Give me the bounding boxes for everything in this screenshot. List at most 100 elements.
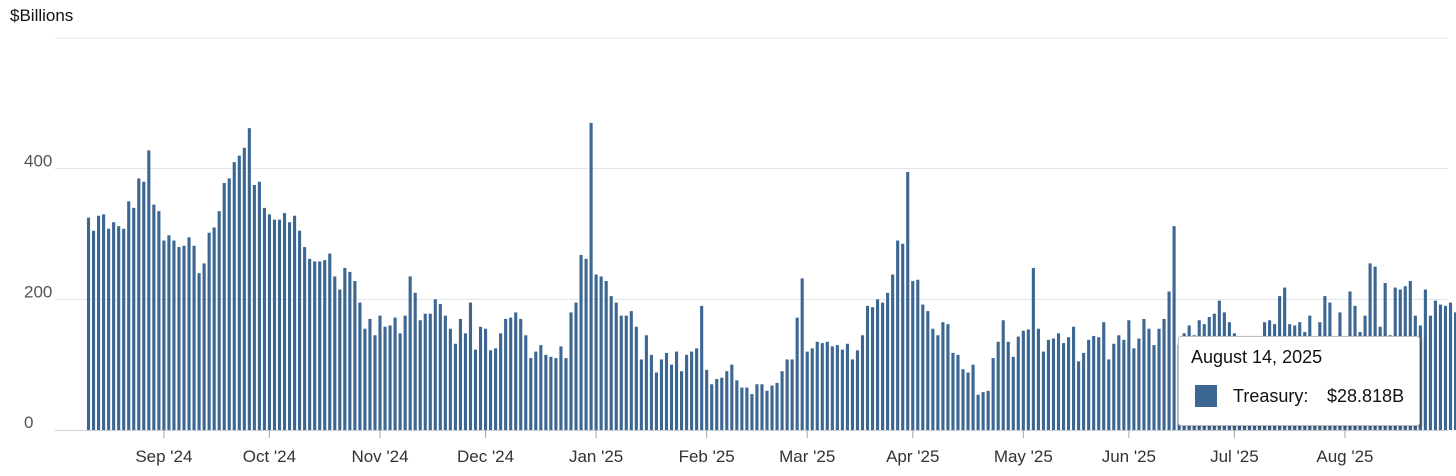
bar xyxy=(941,322,945,430)
bar xyxy=(423,313,427,430)
bar xyxy=(494,348,498,430)
bar xyxy=(765,390,769,430)
bar xyxy=(353,281,357,430)
bar xyxy=(881,302,885,430)
bar xyxy=(403,315,407,430)
bar xyxy=(1157,328,1161,430)
bar xyxy=(287,222,292,430)
bar xyxy=(1082,352,1086,430)
bar xyxy=(790,359,794,430)
bar xyxy=(328,253,332,430)
bar xyxy=(182,245,186,430)
bar xyxy=(1433,300,1437,430)
bar xyxy=(368,318,372,430)
bar xyxy=(1142,318,1146,430)
bar xyxy=(820,343,824,430)
bar xyxy=(473,349,478,430)
bar xyxy=(976,394,980,430)
bar xyxy=(147,150,151,430)
bar xyxy=(720,377,724,430)
bar xyxy=(358,302,362,430)
bar xyxy=(815,341,819,430)
bar xyxy=(172,240,176,430)
bar xyxy=(202,263,206,430)
bar xyxy=(272,219,277,430)
bar xyxy=(685,354,689,430)
tooltip-date: August 14, 2025 xyxy=(1191,347,1323,367)
x-tick-label: Mar '25 xyxy=(779,447,835,466)
bar xyxy=(800,278,804,430)
bar xyxy=(906,171,910,430)
bar xyxy=(1448,302,1453,430)
bar xyxy=(1006,341,1010,430)
bar xyxy=(896,240,900,430)
bar xyxy=(398,333,402,430)
x-tick-label: Sep '24 xyxy=(135,447,192,466)
bar xyxy=(835,345,839,430)
bar xyxy=(308,258,312,430)
bar xyxy=(1152,345,1156,430)
bar xyxy=(519,318,523,430)
bar xyxy=(443,315,447,430)
bar xyxy=(137,178,141,430)
bar xyxy=(1001,320,1005,430)
x-tick-label: Nov '24 xyxy=(351,447,408,466)
x-tick-label: Aug '25 xyxy=(1316,447,1373,466)
bar xyxy=(167,235,171,430)
bar xyxy=(242,147,246,430)
bar xyxy=(805,351,809,430)
y-tick-label: 200 xyxy=(24,282,52,301)
tooltip-series-name: Treasury: xyxy=(1233,386,1309,406)
bar xyxy=(1162,318,1166,430)
bar xyxy=(654,372,658,430)
bar xyxy=(780,371,784,430)
x-tick-label: Jul '25 xyxy=(1210,447,1259,466)
bar xyxy=(232,162,236,430)
bar xyxy=(453,343,457,430)
bar xyxy=(840,349,844,430)
bar xyxy=(599,276,603,430)
bar xyxy=(850,359,854,430)
bar xyxy=(112,222,116,430)
bar xyxy=(217,211,221,430)
bar xyxy=(1428,315,1432,430)
bar xyxy=(323,260,327,430)
bar xyxy=(830,346,834,430)
bar xyxy=(277,219,282,430)
bar xyxy=(1132,348,1136,430)
bar xyxy=(695,348,699,430)
bar xyxy=(448,328,452,430)
bar xyxy=(886,292,890,430)
bar xyxy=(1423,289,1427,430)
bar xyxy=(639,359,643,430)
y-tick-label: 400 xyxy=(24,152,52,171)
bar xyxy=(157,211,161,430)
bar xyxy=(348,271,352,430)
bar xyxy=(86,217,91,430)
bar xyxy=(343,267,347,430)
bar xyxy=(458,318,462,430)
bar xyxy=(524,335,528,430)
bar xyxy=(212,227,216,430)
bar xyxy=(363,328,367,430)
bar xyxy=(991,358,995,430)
bar xyxy=(951,352,955,430)
bar xyxy=(1167,291,1171,430)
bar xyxy=(1097,337,1101,430)
bar xyxy=(499,333,503,430)
bar xyxy=(760,384,764,430)
bar xyxy=(644,335,648,430)
bar xyxy=(428,313,432,430)
bar xyxy=(97,215,101,430)
bar xyxy=(770,385,774,430)
x-tick-label: Apr '25 xyxy=(886,447,939,466)
bar xyxy=(539,345,543,430)
bar xyxy=(755,384,759,430)
x-tick-label: Dec '24 xyxy=(457,447,514,466)
bar xyxy=(237,155,241,430)
bar xyxy=(262,207,266,430)
bar xyxy=(418,320,422,430)
bar xyxy=(966,372,970,430)
bar xyxy=(664,352,669,430)
